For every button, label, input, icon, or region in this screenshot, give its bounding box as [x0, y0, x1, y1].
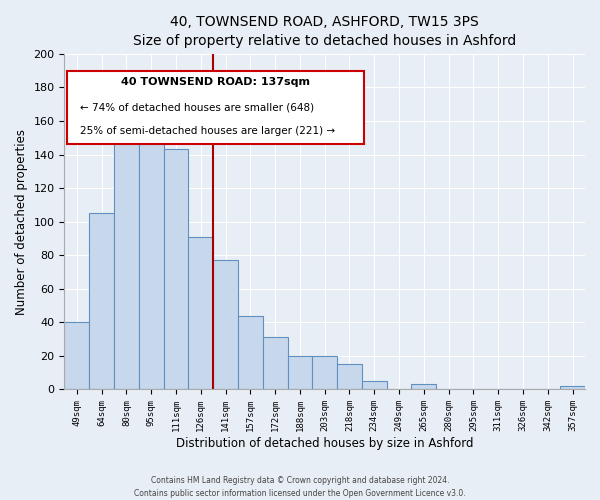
- Bar: [313, 356, 337, 390]
- FancyBboxPatch shape: [67, 70, 364, 144]
- Text: 25% of semi-detached houses are larger (221) →: 25% of semi-detached houses are larger (…: [80, 126, 335, 136]
- Bar: [238, 316, 263, 390]
- Bar: [263, 338, 287, 390]
- Bar: [560, 386, 585, 390]
- Bar: [337, 364, 362, 390]
- Bar: [412, 384, 436, 390]
- Bar: [188, 237, 213, 390]
- X-axis label: Distribution of detached houses by size in Ashford: Distribution of detached houses by size …: [176, 437, 473, 450]
- Text: Contains HM Land Registry data © Crown copyright and database right 2024.
Contai: Contains HM Land Registry data © Crown c…: [134, 476, 466, 498]
- Bar: [164, 150, 188, 390]
- Bar: [64, 322, 89, 390]
- Title: 40, TOWNSEND ROAD, ASHFORD, TW15 3PS
Size of property relative to detached house: 40, TOWNSEND ROAD, ASHFORD, TW15 3PS Siz…: [133, 15, 517, 48]
- Bar: [287, 356, 313, 390]
- Y-axis label: Number of detached properties: Number of detached properties: [15, 128, 28, 314]
- Bar: [213, 260, 238, 390]
- Bar: [362, 381, 386, 390]
- Text: 40 TOWNSEND ROAD: 137sqm: 40 TOWNSEND ROAD: 137sqm: [121, 78, 310, 88]
- Bar: [114, 143, 139, 390]
- Bar: [89, 214, 114, 390]
- Bar: [139, 136, 164, 390]
- Text: ← 74% of detached houses are smaller (648): ← 74% of detached houses are smaller (64…: [80, 102, 314, 113]
